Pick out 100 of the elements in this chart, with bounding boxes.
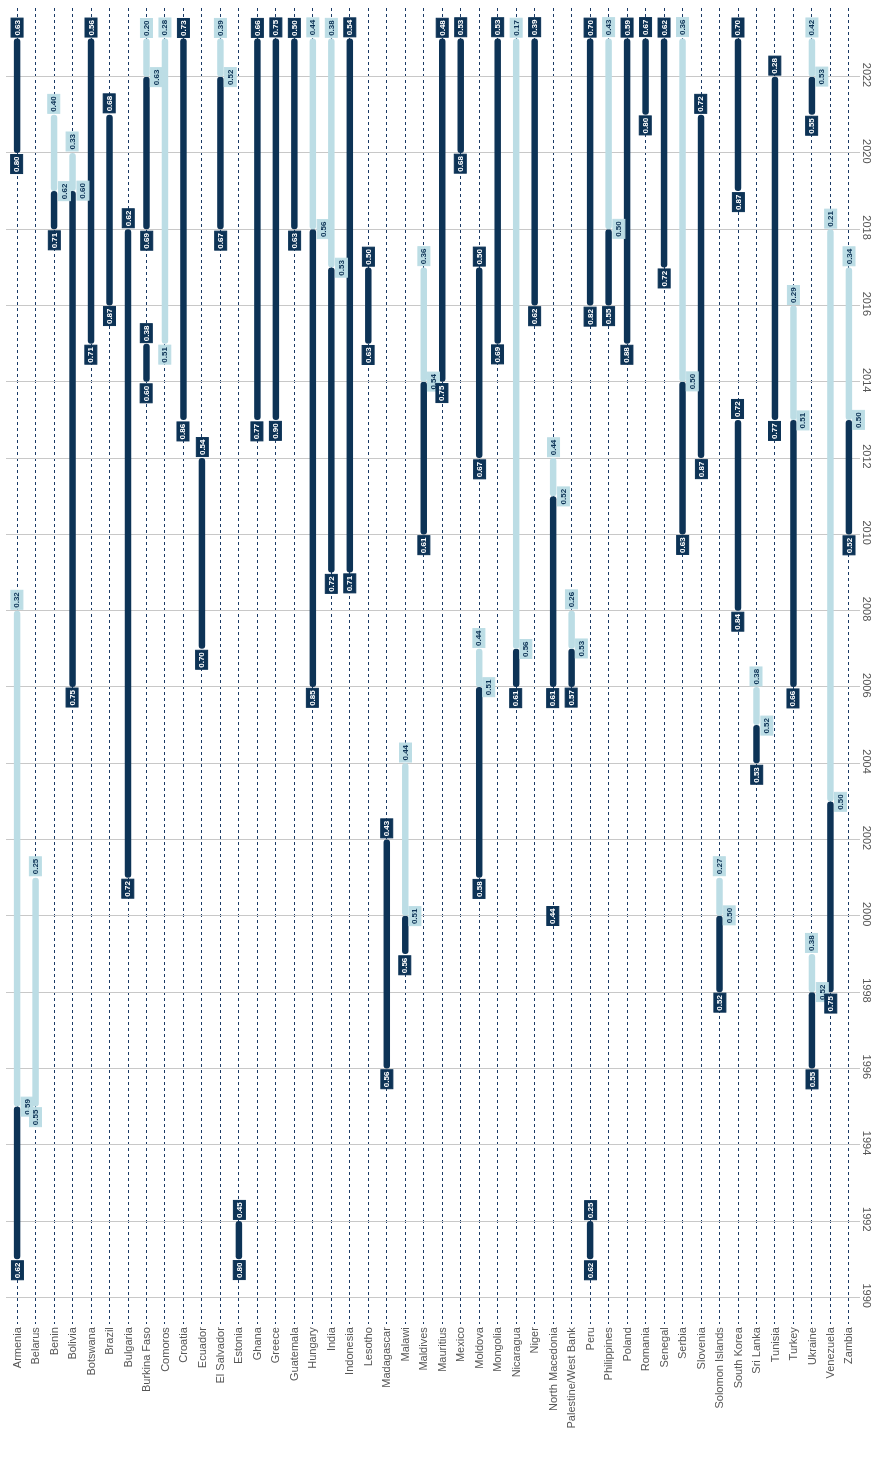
annotation: 0.75 xyxy=(67,689,77,706)
annotation: 0.55 xyxy=(807,117,817,134)
x-tick-label: Bulgaria xyxy=(121,1326,134,1368)
annotation: 0.52 xyxy=(844,537,854,554)
x-tick-label: Mongolia xyxy=(491,1326,504,1372)
annotation: 0.62 xyxy=(659,19,669,36)
annotation: 0.57 xyxy=(566,689,576,706)
y-tick-label: 2010 xyxy=(861,520,874,545)
annotation: 0.61 xyxy=(548,690,558,707)
y-tick-label: 2008 xyxy=(861,596,874,622)
y-tick-label: 2016 xyxy=(861,291,874,317)
annotation: 0.43 xyxy=(382,820,392,837)
annotation: 0.56 xyxy=(318,220,328,238)
annotation: 0.75 xyxy=(271,19,281,36)
x-tick-label: Brazil xyxy=(103,1327,116,1355)
x-tick-label: Armenia xyxy=(10,1326,23,1369)
annotation: 0.75 xyxy=(437,384,447,402)
annotation: 0.60 xyxy=(78,182,88,199)
annotation: 0.50 xyxy=(363,248,373,265)
annotation: 0.53 xyxy=(752,766,762,783)
x-tick-label: South Korea xyxy=(731,1326,744,1389)
x-tick-label: Romania xyxy=(639,1326,652,1372)
x-tick-label: Madagascar xyxy=(380,1326,393,1388)
annotation: 0.67 xyxy=(641,18,651,36)
annotation: 0.87 xyxy=(696,461,706,478)
annotation: 0.56 xyxy=(521,640,531,658)
x-tick-label: Belarus xyxy=(29,1326,42,1365)
x-tick-label: Botswana xyxy=(84,1326,97,1376)
annotation: 0.21 xyxy=(826,210,836,227)
annotation: 0.53 xyxy=(817,68,827,85)
x-tick-label: Ukraine xyxy=(805,1327,818,1366)
annotation: 0.51 xyxy=(410,908,420,925)
annotation: 0.80 xyxy=(640,117,650,134)
annotation: 0.85 xyxy=(307,689,317,706)
annotation: 0.72 xyxy=(733,400,743,417)
y-tick-label: 1990 xyxy=(861,1283,874,1308)
annotation: 0.63 xyxy=(363,346,373,363)
x-tick-label: Senegal xyxy=(657,1327,670,1368)
annotation: 0.62 xyxy=(59,183,69,200)
annotation: 0.17 xyxy=(511,19,521,36)
y-tick-label: 2020 xyxy=(861,139,874,164)
y-tick-label: 1994 xyxy=(861,1130,874,1156)
annotation: 0.53 xyxy=(336,259,346,276)
annotation: 0.34 xyxy=(844,248,854,265)
annotation: 0.54 xyxy=(428,373,438,390)
annotation: 0.51 xyxy=(160,346,170,363)
x-tick-label: Slovenia xyxy=(694,1326,707,1370)
annotation: 0.72 xyxy=(696,95,706,112)
annotation: 0.61 xyxy=(419,537,429,554)
annotation: 0.44 xyxy=(474,629,484,647)
annotation: 0.54 xyxy=(345,19,355,36)
annotation: 0.72 xyxy=(123,880,133,897)
annotation: 0.38 xyxy=(806,934,816,951)
annotation: 0.44 xyxy=(549,439,559,456)
y-tick-label: 1992 xyxy=(861,1207,874,1232)
x-tick-label: Malawi xyxy=(398,1327,411,1362)
annotation: 0.77 xyxy=(252,423,262,440)
annotation: 0.69 xyxy=(142,232,152,249)
annotation: 0.20 xyxy=(141,19,151,36)
annotation: 0.55 xyxy=(31,1109,41,1126)
x-tick-label: Ecuador xyxy=(195,1326,208,1369)
x-tick-label: Estonia xyxy=(232,1326,245,1364)
annotation: 0.71 xyxy=(86,346,96,363)
x-tick-label: Guatemala xyxy=(287,1326,300,1382)
x-tick-label: Mexico xyxy=(454,1327,467,1363)
x-tick-label: North Macedonia xyxy=(546,1326,559,1411)
annotation: 0.50 xyxy=(687,373,697,390)
annotation: 0.45 xyxy=(234,1201,244,1218)
x-tick-label: Mauritius xyxy=(435,1326,448,1372)
annotation: 0.55 xyxy=(604,308,614,325)
x-tick-label: Niger xyxy=(528,1326,541,1354)
annotation: 0.59 xyxy=(622,19,632,36)
annotation: 0.61 xyxy=(511,690,521,707)
annotation: 0.68 xyxy=(104,95,114,112)
annotation: 0.72 xyxy=(326,575,336,592)
annotation: 0.44 xyxy=(308,19,318,36)
x-tick-label: Turkey xyxy=(787,1326,800,1361)
annotation: 0.50 xyxy=(836,793,846,810)
annotation: 0.62 xyxy=(530,308,540,325)
annotation: 0.84 xyxy=(733,613,743,630)
annotation: 0.52 xyxy=(225,68,235,86)
annotation: 0.66 xyxy=(252,19,262,36)
annotation: 0.38 xyxy=(141,325,151,342)
annotation: 0.50 xyxy=(474,248,484,265)
x-tick-label: Zambia xyxy=(842,1326,855,1364)
x-tick-label: Ghana xyxy=(250,1326,263,1361)
y-tick-label: 1998 xyxy=(861,978,874,1003)
x-tick-label: Croatia xyxy=(177,1326,190,1363)
annotation: 0.68 xyxy=(455,155,465,172)
annotation: 0.53 xyxy=(456,19,466,36)
x-tick-label: Maldives xyxy=(417,1326,430,1371)
annotation: 0.53 xyxy=(493,19,503,36)
y-tick-label: 2022 xyxy=(861,62,874,88)
annotation: 0.32 xyxy=(12,591,22,608)
annotation: 0.39 xyxy=(215,19,225,36)
annotation: 0.60 xyxy=(141,385,151,402)
annotation: 0.27 xyxy=(714,858,724,875)
annotation: 0.70 xyxy=(197,651,207,668)
annotation: 0.87 xyxy=(104,307,114,325)
annotation: 0.43 xyxy=(604,19,614,36)
